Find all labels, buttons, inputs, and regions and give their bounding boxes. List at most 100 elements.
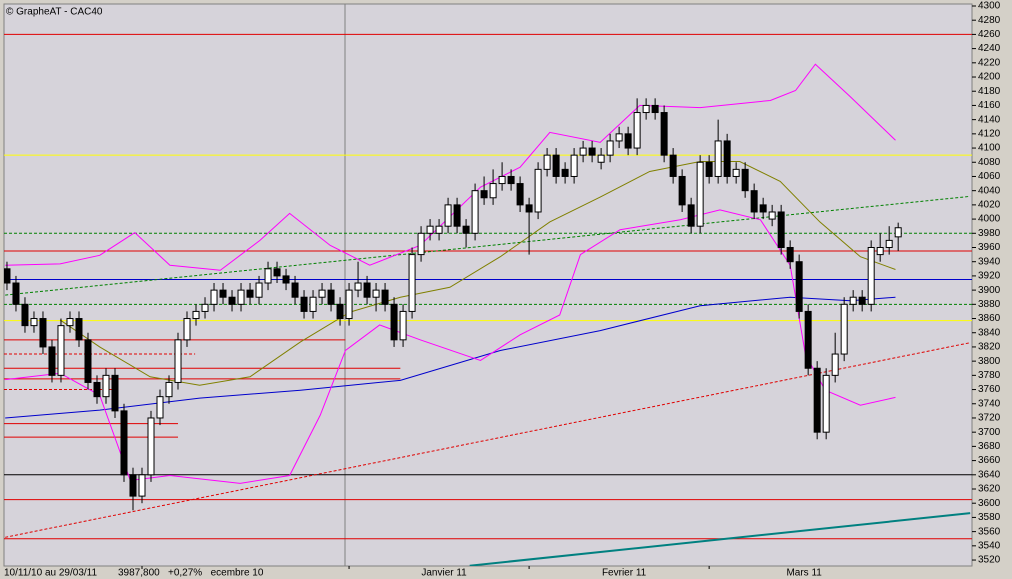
y-tick-label: 4180	[978, 86, 1001, 97]
x-tick-label: Fevrier 11	[602, 568, 647, 579]
y-tick-label: 3960	[978, 242, 1001, 253]
candle-body	[741, 168, 749, 192]
candle-body	[795, 261, 803, 312]
y-tick-label: 3780	[978, 370, 1001, 381]
candle-body	[156, 396, 164, 419]
y-tick-label: 3820	[978, 342, 1001, 353]
y-tick-label: 4020	[978, 200, 1001, 211]
candle-body	[678, 175, 686, 206]
y-tick-label: 3760	[978, 384, 1001, 395]
y-tick-label: 3900	[978, 285, 1001, 296]
candle-body	[435, 225, 443, 234]
candle-body	[498, 175, 506, 185]
y-tick-label: 3860	[978, 313, 1001, 324]
candle-body	[894, 227, 902, 238]
candle-body	[210, 289, 218, 305]
candle-body	[201, 303, 209, 312]
y-tick-label: 3940	[978, 256, 1001, 267]
candle-body	[687, 204, 695, 227]
candle-body	[552, 154, 560, 177]
candle-body	[822, 374, 830, 433]
candle-body	[66, 318, 74, 327]
candle-body	[597, 154, 605, 163]
candle-body	[561, 168, 569, 177]
candle-body	[21, 303, 29, 327]
candle-body	[867, 246, 875, 305]
y-tick-label: 3640	[978, 469, 1001, 480]
candle-body	[48, 346, 56, 376]
candle-body	[354, 282, 362, 291]
period: 10/11/10 au 29/03/11	[4, 568, 97, 579]
candle-body	[624, 133, 632, 149]
candle-body	[120, 410, 128, 476]
candle-body	[462, 225, 470, 234]
candle-body	[75, 318, 83, 341]
y-tick-label: 4120	[978, 128, 1001, 139]
change: +0,27%	[168, 568, 202, 579]
candle-body	[12, 282, 20, 305]
y-tick-label: 3880	[978, 299, 1001, 310]
candle-body	[705, 161, 713, 177]
x-tick-label: ecembre 10	[211, 568, 264, 579]
candle-body	[696, 161, 704, 227]
candle-body	[174, 339, 182, 383]
y-tick-label: 4280	[978, 15, 1001, 26]
y-tick-label: 3620	[978, 484, 1001, 495]
candle-body	[633, 112, 641, 149]
candle-body	[732, 168, 740, 177]
y-tick-label: 4000	[978, 214, 1001, 225]
candle-body	[723, 140, 731, 177]
candle-body	[543, 154, 551, 170]
candle-body	[786, 246, 794, 263]
candle-body	[381, 289, 389, 305]
candle-body	[192, 310, 200, 320]
y-tick-label: 3700	[978, 427, 1001, 438]
candle-body	[291, 282, 299, 298]
candle-body	[111, 374, 119, 412]
candle-body	[516, 183, 524, 206]
y-tick-label: 3720	[978, 413, 1001, 424]
y-tick-label: 3580	[978, 512, 1001, 523]
candle-body	[750, 190, 758, 213]
y-tick-label: 4200	[978, 72, 1001, 83]
candle-body	[399, 310, 407, 341]
candle-body	[768, 211, 776, 220]
candle-body	[102, 374, 110, 398]
y-tick-label: 3520	[978, 555, 1001, 566]
y-tick-label: 3980	[978, 228, 1001, 239]
y-tick-label: 3800	[978, 356, 1001, 367]
candle-body	[93, 381, 101, 398]
candle-body	[264, 268, 272, 284]
candle-body	[237, 289, 245, 305]
candle-body	[300, 296, 308, 312]
y-tick-label: 4100	[978, 143, 1001, 154]
candle-body	[660, 112, 668, 156]
y-tick-label: 4260	[978, 29, 1001, 40]
candle-body	[327, 289, 335, 305]
candle-body	[777, 211, 785, 248]
candle-body	[714, 140, 722, 177]
candle-body	[849, 296, 857, 305]
y-tick-label: 4300	[978, 1, 1001, 12]
candle-body	[345, 289, 353, 320]
candle-body	[606, 140, 614, 156]
candle-body	[804, 310, 812, 369]
overlay-line	[5, 296, 896, 419]
y-tick-label: 3740	[978, 398, 1001, 409]
candle-body	[525, 204, 533, 213]
candle-body	[219, 289, 227, 298]
candle-body	[651, 104, 659, 114]
candle-body	[273, 268, 281, 277]
trend-line	[5, 342, 971, 538]
candle-body	[138, 474, 146, 497]
y-tick-label: 3560	[978, 526, 1001, 537]
x-tick-label: Janvier 11	[421, 568, 467, 579]
y-tick-label: 4140	[978, 114, 1001, 125]
candle-body	[885, 239, 893, 248]
y-tick-label: 4040	[978, 185, 1001, 196]
candle-body	[390, 303, 398, 341]
overlay-line	[59, 161, 896, 386]
candle-body	[129, 474, 137, 497]
y-tick-label: 3920	[978, 271, 1001, 282]
candle-body	[876, 246, 884, 256]
